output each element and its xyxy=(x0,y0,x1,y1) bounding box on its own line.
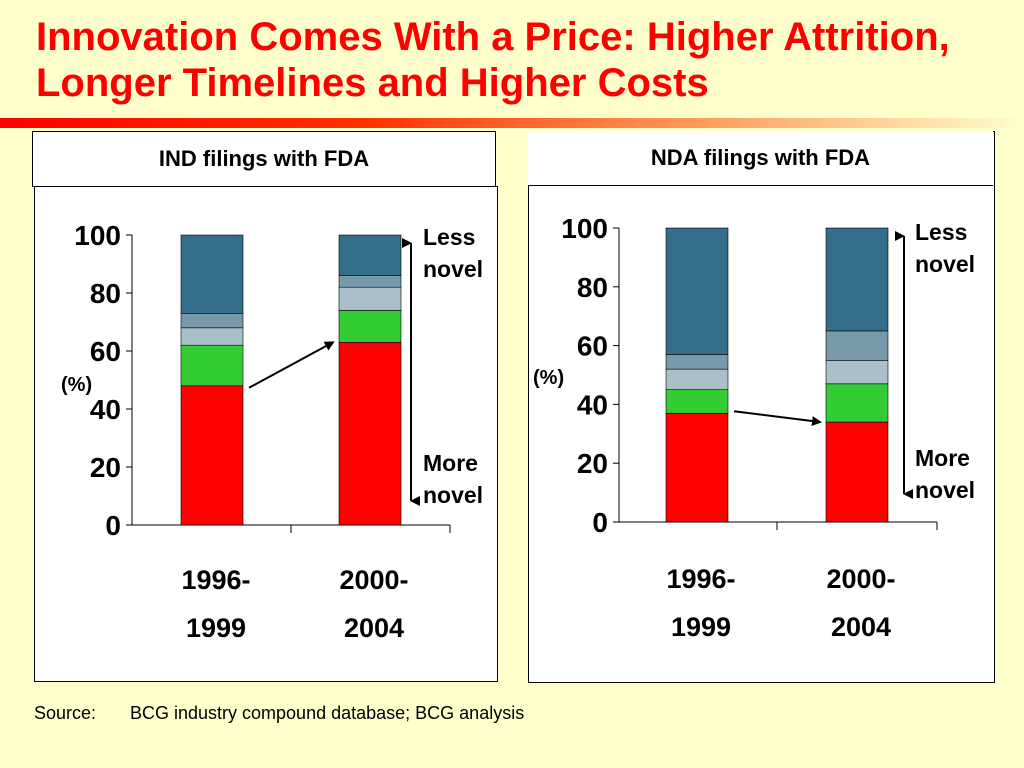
less-novel-label: novel xyxy=(915,251,975,277)
less-novel-label: novel xyxy=(423,256,483,282)
y-tick-label: 100 xyxy=(561,213,608,244)
trend-arrow xyxy=(734,411,820,422)
less-novel-label: Less xyxy=(423,224,475,250)
bar-segment xyxy=(339,235,401,276)
bar-segment xyxy=(181,235,243,313)
bar-segment xyxy=(339,342,401,525)
bar-segment xyxy=(826,228,888,331)
more-novel-label: More xyxy=(915,445,970,471)
nda-chart-panel: 0 20 40 60 80 100 (%) 1996- 1999 2000- 2004 Less nov… xyxy=(528,131,995,683)
ind-chart-panel: 0 20 40 60 80 100 (%) 1996- 1999 2000- 2004 Less nov… xyxy=(34,186,498,682)
nda-chart: 0 20 40 60 80 100 (%) 1996- 1999 2000- 2004 Less nov… xyxy=(529,132,994,682)
x-category-label: 1999 xyxy=(671,612,731,642)
x-category-label: 1996- xyxy=(181,565,250,595)
y-tick-label: 20 xyxy=(90,452,121,483)
y-tick-label: 100 xyxy=(74,220,121,251)
y-tick-label: 60 xyxy=(577,331,608,362)
bar-segment xyxy=(826,422,888,522)
y-tick-label: 40 xyxy=(577,389,608,420)
x-category-label: 1996- xyxy=(666,564,735,594)
bar-segment xyxy=(181,328,243,345)
title-underline xyxy=(0,118,1024,128)
bar-segment xyxy=(826,331,888,360)
bar-segment xyxy=(826,384,888,422)
y-axis-unit-label: (%) xyxy=(533,367,564,389)
y-tick-label: 0 xyxy=(105,510,121,541)
x-category-label: 2000- xyxy=(826,564,895,594)
less-novel-label: Less xyxy=(915,219,967,245)
bar-segment xyxy=(666,354,728,369)
y-tick-label: 60 xyxy=(90,336,121,367)
ind-chart: 0 20 40 60 80 100 (%) 1996- 1999 2000- 2004 Less nov… xyxy=(35,187,497,681)
ind-chart-title: IND filings with FDA xyxy=(32,131,496,187)
bar-segment xyxy=(826,360,888,384)
bar-segment xyxy=(181,386,243,525)
y-tick-label: 80 xyxy=(577,272,608,303)
bar-segment xyxy=(666,413,728,522)
bar-segment xyxy=(666,390,728,414)
y-tick-label: 20 xyxy=(577,448,608,479)
source-note: Source: BCG industry compound database; B… xyxy=(34,703,524,724)
bar-segment xyxy=(666,369,728,390)
bar-segment xyxy=(666,228,728,354)
source-text: BCG industry compound database; BCG anal… xyxy=(130,703,524,723)
y-tick-label: 40 xyxy=(90,394,121,425)
bar-segment xyxy=(339,276,401,288)
more-novel-label: novel xyxy=(423,482,483,508)
trend-arrow xyxy=(249,342,333,388)
more-novel-label: novel xyxy=(915,477,975,503)
x-category-label: 2004 xyxy=(344,613,404,643)
y-tick-label: 80 xyxy=(90,278,121,309)
nda-chart-title: NDA filings with FDA xyxy=(528,131,993,186)
source-label: Source: xyxy=(34,703,130,724)
y-axis-unit-label: (%) xyxy=(61,374,92,396)
bar-segment xyxy=(339,310,401,342)
x-category-label: 2000- xyxy=(339,565,408,595)
x-category-label: 2004 xyxy=(831,612,891,642)
y-tick-label: 0 xyxy=(592,507,608,538)
bar-segment xyxy=(181,313,243,328)
more-novel-label: More xyxy=(423,450,478,476)
bar-segment xyxy=(181,345,243,386)
bar-segment xyxy=(339,287,401,310)
slide-title: Innovation Comes With a Price: Higher At… xyxy=(36,14,1016,106)
x-category-label: 1999 xyxy=(186,613,246,643)
